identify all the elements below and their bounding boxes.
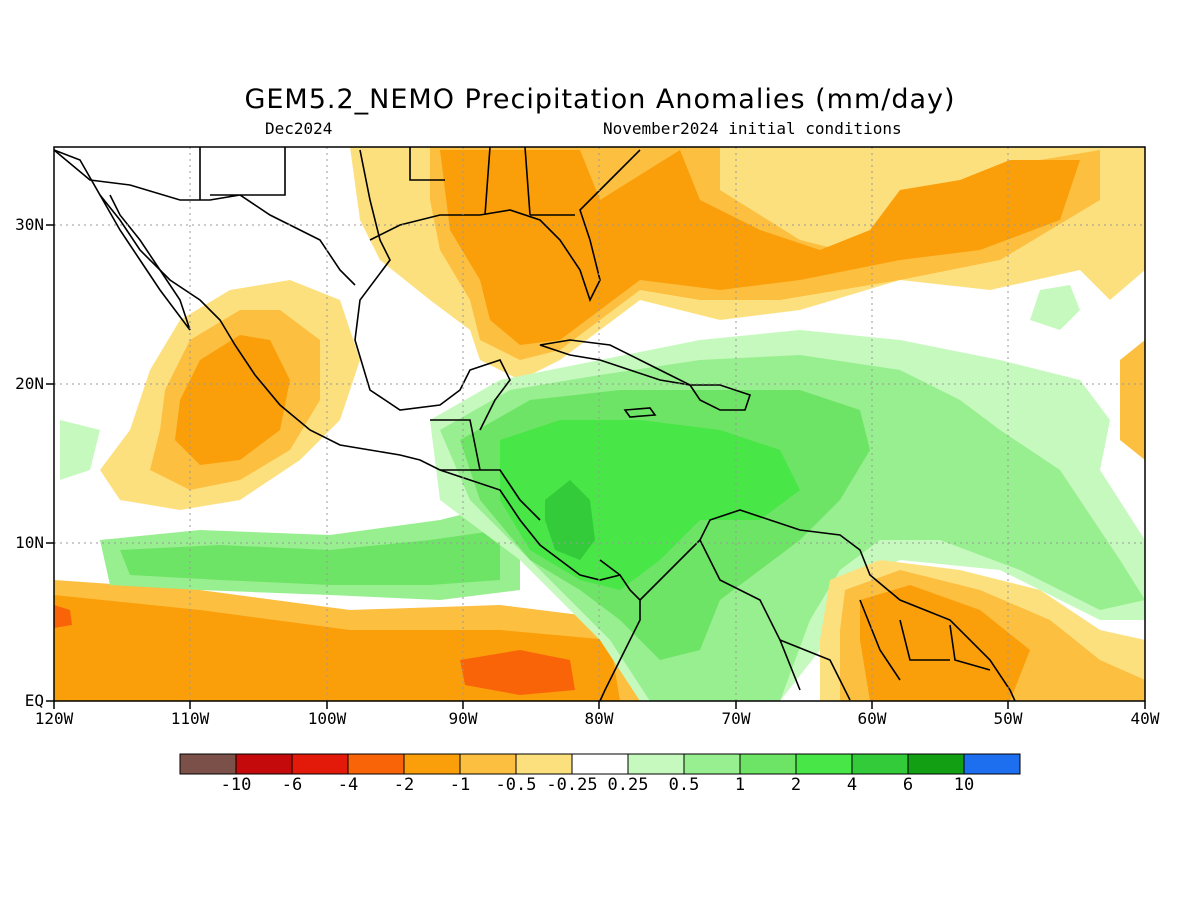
itcz-wet-core [120, 530, 500, 585]
colorbar-label: 4 [846, 775, 858, 795]
colorbar-swatch [627, 753, 685, 775]
jamaica [623, 407, 657, 418]
colorbar-swatch [571, 753, 629, 775]
anomaly-field [54, 147, 1145, 701]
hispaniola [688, 384, 752, 411]
colorbar-swatch [963, 753, 1021, 775]
x-tick-label: 90W [448, 709, 478, 728]
colorbar-label: -6 [281, 775, 303, 795]
y-tick-label-30n: 30N [15, 215, 44, 234]
pacific-coast [53, 149, 641, 702]
colorbar-swatch [403, 753, 461, 775]
us-mexico-border [53, 146, 575, 286]
atlantic-wet-patch [1030, 285, 1080, 330]
colorbar-label: -2 [393, 775, 415, 795]
us-gulf-coast [369, 149, 641, 303]
x-tick-label: 80W [584, 709, 614, 728]
colorbar-label: -4 [337, 775, 359, 795]
caribbean-wet-max [545, 480, 595, 560]
south-dry-strong-west [54, 605, 72, 628]
north-dry-strong [440, 150, 1080, 345]
x-tick-label: 50W [993, 709, 1023, 728]
colorbar-swatch [179, 753, 237, 775]
x-tick-label: 70W [721, 709, 751, 728]
atlantic-dry-patch [1120, 340, 1145, 460]
y-tick-label-10n: 10N [15, 533, 44, 552]
colorbar-swatch [907, 753, 965, 775]
colorbar-label: 10 [953, 775, 975, 795]
colorbar-label: 0.25 [607, 775, 649, 795]
colorbar [179, 753, 1021, 775]
y-tick-label-eq: EQ [24, 691, 44, 710]
chart-title: GEM5.2_NEMO Precipitation Anomalies (mm/… [244, 84, 956, 115]
initial-conditions-label: November2024 initial conditions [603, 119, 902, 138]
colorbar-swatch [683, 753, 741, 775]
country-borders [430, 419, 991, 701]
x-tick-label: 110W [170, 709, 210, 728]
colorbar-label: -0.25 [546, 775, 598, 795]
colorbar-swatch [459, 753, 517, 775]
colorbar-swatch [515, 753, 573, 775]
colorbar-label: 0.5 [668, 775, 700, 795]
forecast-month: Dec2024 [265, 119, 333, 138]
x-tick-label: 60W [857, 709, 887, 728]
colorbar-label: 1 [734, 775, 746, 795]
gulf-coast [354, 149, 511, 431]
south-america-coast [639, 509, 1016, 702]
axis-ticks [46, 224, 1146, 709]
wet-area [60, 420, 100, 480]
colorbar-label: -0.5 [495, 775, 537, 795]
colorbar-label: -1 [449, 775, 471, 795]
colorbar-swatch [851, 753, 909, 775]
colorbar-swatch [235, 753, 293, 775]
colorbar-swatch [347, 753, 405, 775]
grid-lines [54, 147, 1145, 701]
x-tick-label: 40W [1130, 709, 1160, 728]
pacific-dry-strong [175, 335, 290, 465]
baja-peninsula [99, 194, 191, 331]
coastlines [53, 146, 1016, 702]
x-tick-label: 100W [307, 709, 347, 728]
y-tick-label-20n: 20N [15, 374, 44, 393]
colorbar-label: -10 [220, 775, 252, 795]
colorbar-swatch [739, 753, 797, 775]
x-tick-label: 120W [34, 709, 74, 728]
colorbar-label: 6 [902, 775, 914, 795]
colorbar-swatch [795, 753, 853, 775]
colorbar-swatch [291, 753, 349, 775]
guiana-dry-strong [860, 585, 1030, 701]
south-dry-strong [460, 650, 575, 695]
colorbar-label: 2 [790, 775, 802, 795]
